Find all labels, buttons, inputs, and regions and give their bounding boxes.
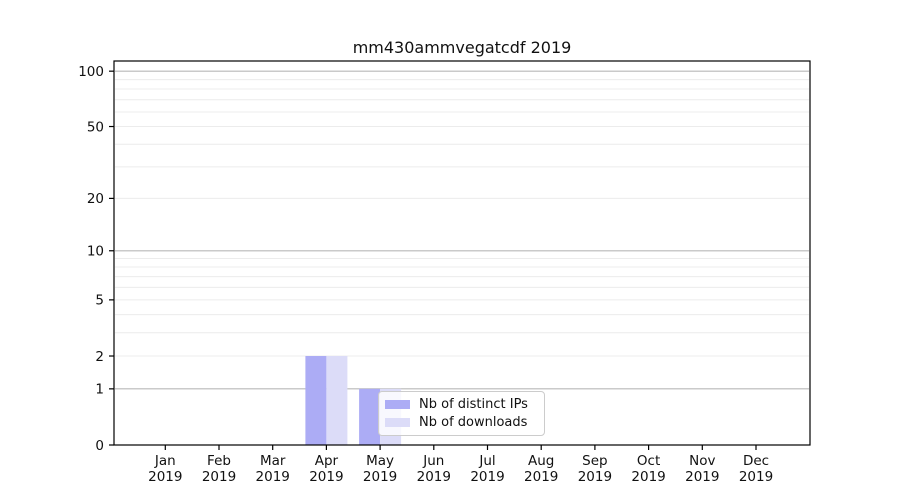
chart-title: mm430ammvegatcdf 2019	[352, 38, 572, 57]
legend-entry-distinct-ips: Nb of distinct IPs	[385, 397, 538, 412]
y-tick-label: 2	[95, 349, 104, 365]
bar	[305, 356, 327, 445]
x-tick-label: Jul 2019	[470, 453, 504, 485]
y-tick-label: 100	[78, 64, 104, 80]
y-tick-label: 10	[87, 244, 104, 260]
bar	[359, 388, 381, 445]
y-tick-label: 5	[95, 293, 104, 309]
x-tick-label: Feb 2019	[202, 453, 236, 485]
legend: Nb of distinct IPs Nb of downloads	[378, 391, 545, 436]
y-tick-label: 20	[87, 191, 104, 207]
x-tick-label: Oct 2019	[631, 453, 665, 485]
legend-swatch-distinct-ips	[385, 399, 410, 409]
x-tick-label: Apr 2019	[309, 453, 343, 485]
legend-label-distinct-ips: Nb of distinct IPs	[419, 396, 528, 412]
x-tick-label: Dec 2019	[739, 453, 773, 485]
legend-label-downloads: Nb of downloads	[419, 415, 528, 431]
legend-swatch-downloads	[385, 418, 410, 428]
legend-entry-downloads: Nb of downloads	[385, 415, 538, 430]
y-tick-label: 1	[95, 382, 104, 398]
x-tick-label: Jun 2019	[417, 453, 451, 485]
x-tick-label: May 2019	[363, 453, 397, 485]
x-tick-label: Aug 2019	[524, 453, 558, 485]
bar	[326, 356, 348, 445]
y-tick-label: 0	[95, 438, 104, 454]
x-tick-label: Nov 2019	[685, 453, 719, 485]
x-tick-label: Jan 2019	[148, 453, 182, 485]
x-tick-label: Sep 2019	[578, 453, 612, 485]
x-tick-label: Mar 2019	[256, 453, 290, 485]
plot-border	[113, 60, 811, 446]
y-tick-label: 50	[87, 119, 104, 135]
